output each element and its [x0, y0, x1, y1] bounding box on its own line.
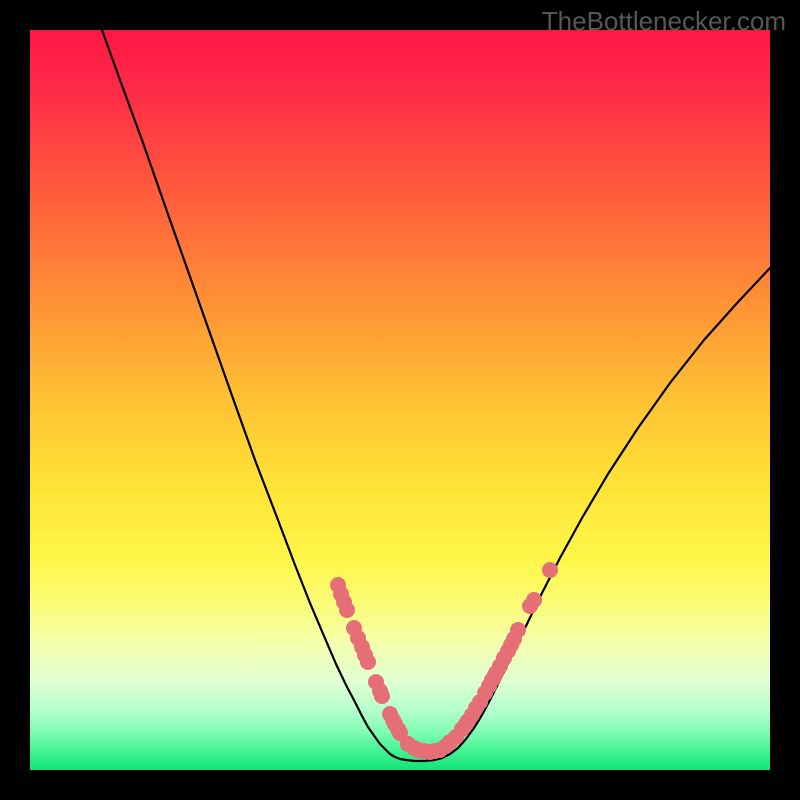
- curve-marker: [526, 592, 542, 608]
- curve-marker: [510, 622, 526, 638]
- curve-marker: [542, 562, 558, 578]
- curve-marker: [374, 688, 390, 704]
- chart-svg: [0, 0, 800, 800]
- chart-frame: TheBottlenecker.com: [0, 0, 800, 800]
- watermark-text: TheBottlenecker.com: [542, 6, 786, 37]
- curve-marker: [339, 602, 355, 618]
- curve-marker: [360, 654, 376, 670]
